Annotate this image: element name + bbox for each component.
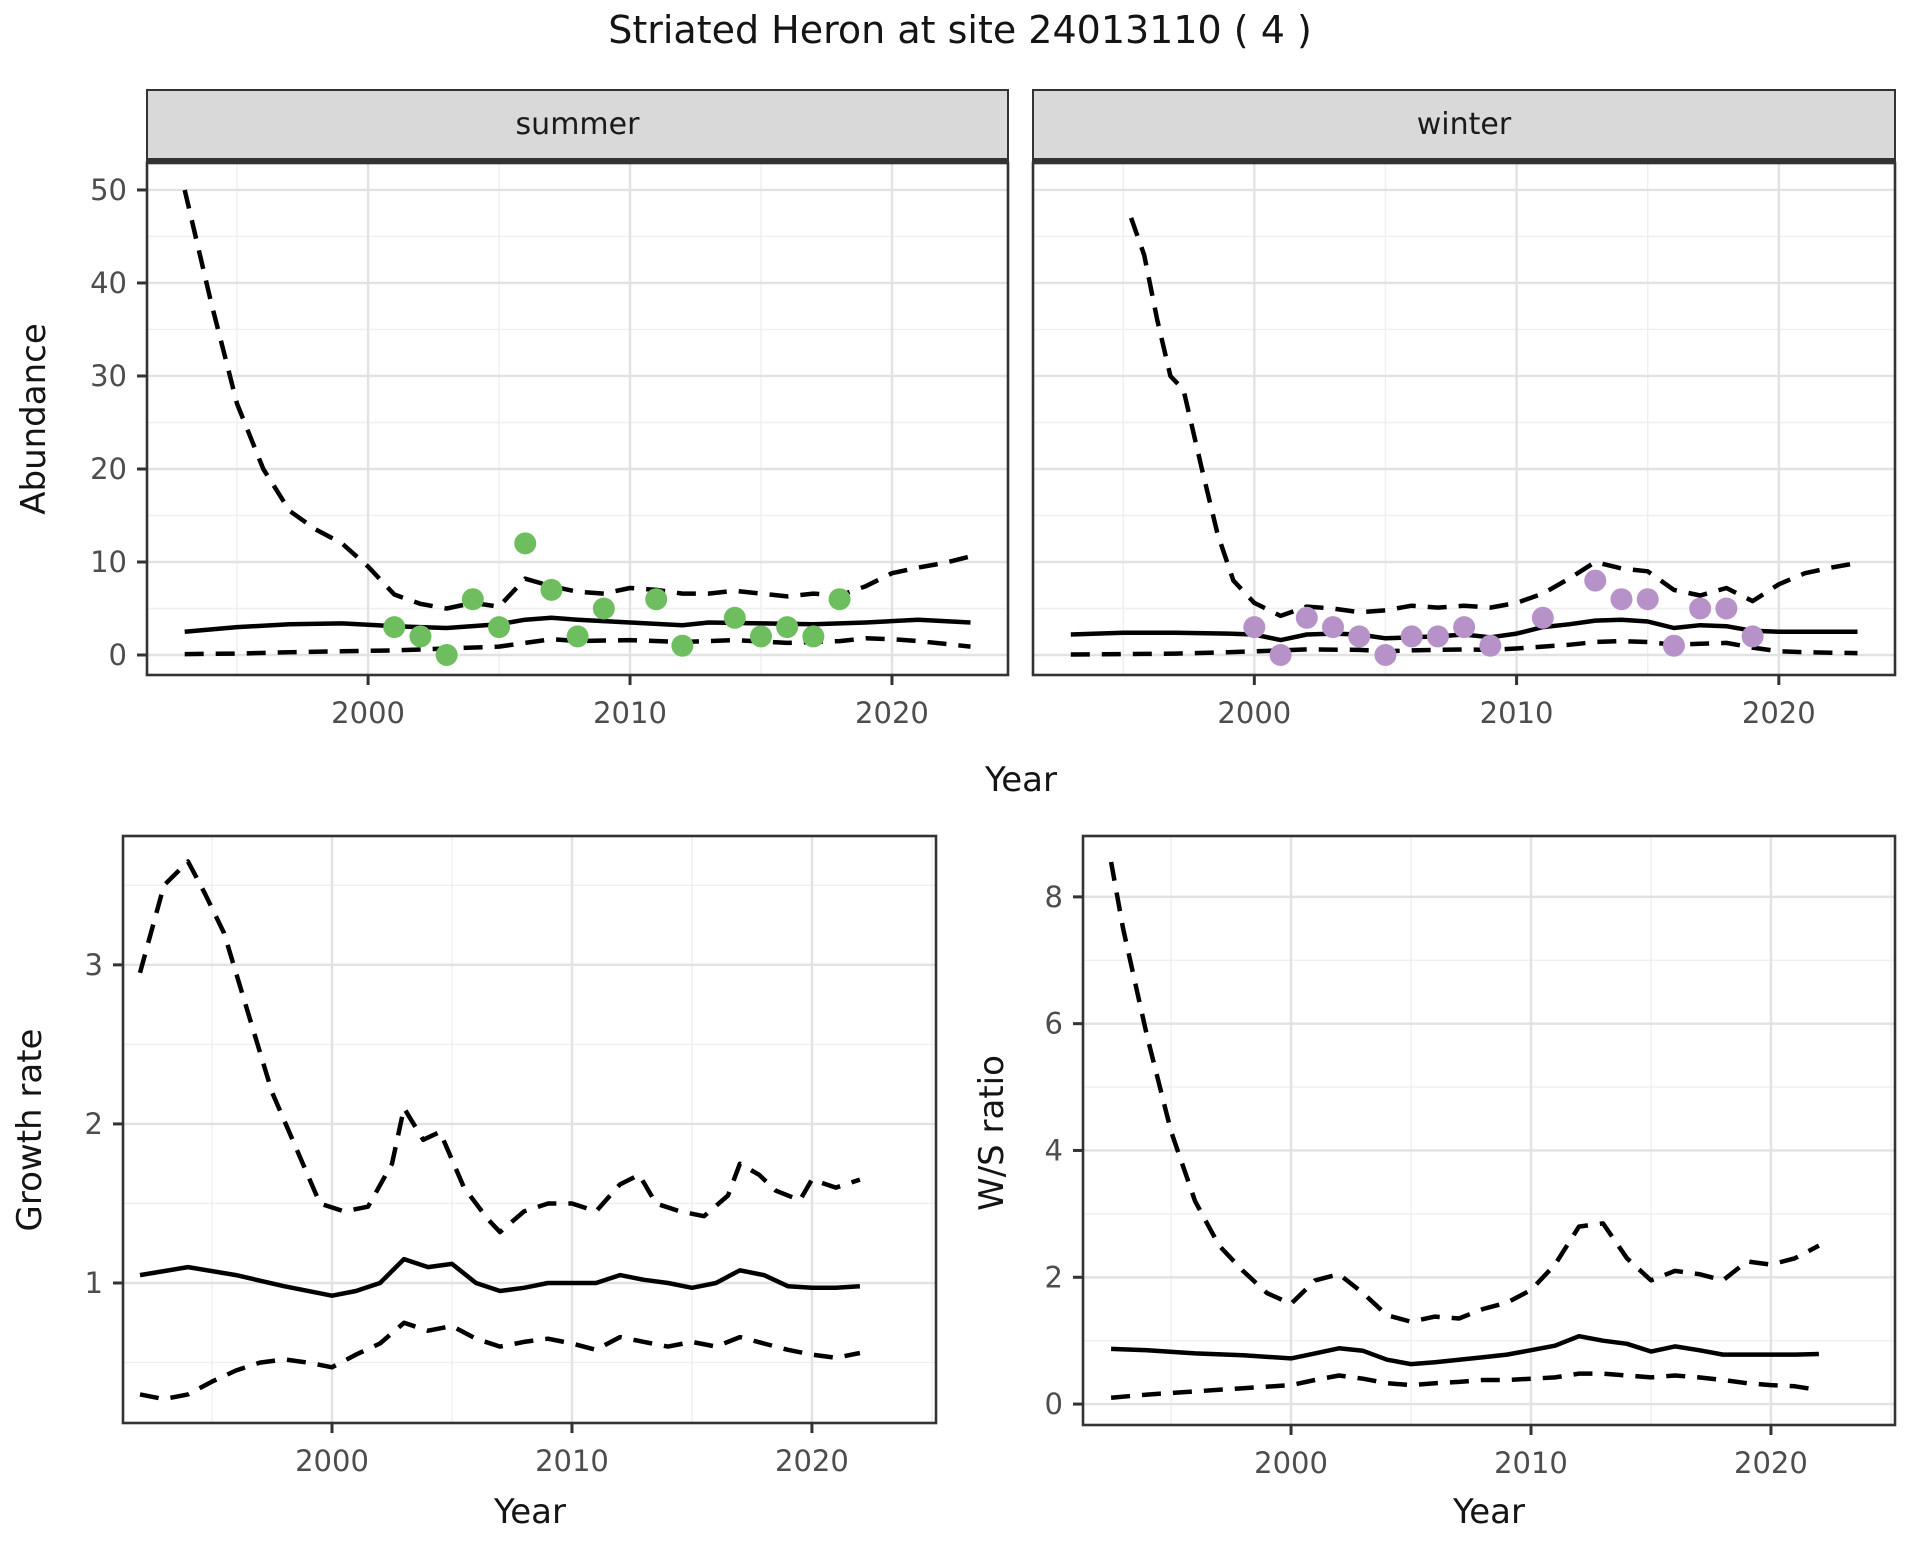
- y-tick-label: 10: [90, 545, 127, 579]
- abundance-summer-observation-point: [802, 625, 825, 648]
- x-tick-label: 2010: [1480, 696, 1554, 730]
- abundance-winter-observation-point: [1636, 588, 1659, 611]
- x-tick-label: 2000: [295, 1444, 369, 1478]
- abundance-summer-observation-point: [749, 625, 772, 648]
- abundance-summer-ci-lower-line: [184, 636, 971, 657]
- y-tick-label: 1: [85, 1266, 103, 1300]
- x-tick-label: 2000: [331, 696, 405, 730]
- abundance-winter-observation-point: [1741, 625, 1764, 648]
- x-tick-label: 2020: [1742, 696, 1816, 730]
- abundance-winter-observation-point: [1479, 634, 1502, 657]
- y-tick-label: 0: [109, 638, 127, 672]
- abundance-summer-observation-point: [435, 644, 458, 667]
- growth-rate-ci-upper-line: [137, 859, 861, 1235]
- y-tick-label: 40: [90, 266, 127, 300]
- growth-rate-axis-title: Growth rate: [10, 1028, 50, 1232]
- y-tick-label: 30: [90, 359, 127, 393]
- growth-rate-fit-line: [139, 1256, 861, 1298]
- abundance-winter-observation-point: [1453, 616, 1476, 639]
- abundance-winter-observation-point: [1531, 606, 1554, 629]
- year-axis-title-top: Year: [985, 760, 1057, 800]
- y-tick-label: 0: [1045, 1387, 1063, 1421]
- abundance-summer-observation-point: [540, 578, 563, 601]
- x-tick-label: 2020: [1734, 1446, 1808, 1480]
- abundance-winter-observation-point: [1689, 597, 1712, 620]
- growth-rate-panel-border: [121, 834, 938, 1425]
- abundance-winter-panel-border: [1031, 161, 1897, 677]
- ws-ratio-panel-background: [1083, 836, 1895, 1425]
- abundance-summer-observation-point: [776, 616, 799, 639]
- abundance-winter-observation-point: [1348, 625, 1371, 648]
- abundance-summer-fit-line: [184, 615, 971, 635]
- abundance-summer-observation-point: [592, 597, 615, 620]
- y-tick-label: 3: [85, 948, 103, 982]
- y-tick-label: 2: [85, 1107, 103, 1141]
- facet-strip-winter: winter: [1032, 89, 1896, 163]
- x-tick-label: 2020: [775, 1444, 849, 1478]
- year-axis-title-growth: Year: [494, 1492, 566, 1532]
- x-tick-label: 2010: [535, 1444, 609, 1478]
- x-tick-label: 2010: [593, 696, 667, 730]
- x-tick-label: 2000: [1254, 1446, 1328, 1480]
- abundance-summer-observation-point: [566, 625, 589, 648]
- abundance-summer-observation-point: [488, 616, 511, 639]
- x-tick-label: 2020: [855, 696, 929, 730]
- x-tick-label: 2010: [1494, 1446, 1568, 1480]
- abundance-summer-observation-point: [723, 606, 746, 629]
- y-tick-label: 50: [90, 173, 127, 207]
- ws-ratio-fit-line: [1111, 1333, 1819, 1367]
- abundance-winter-observation-point: [1295, 606, 1318, 629]
- growth-rate-ci-lower-line: [139, 1320, 861, 1402]
- abundance-summer-panel-background: [147, 163, 1008, 675]
- abundance-summer-observation-point: [383, 616, 406, 639]
- abundance-summer-panel-border: [145, 161, 1010, 677]
- abundance-summer-observation-point: [828, 588, 851, 611]
- abundance-winter-observation-point: [1426, 625, 1449, 648]
- abundance-winter-observation-point: [1715, 597, 1738, 620]
- y-tick-label: 2: [1045, 1260, 1063, 1294]
- abundance-winter-observation-point: [1610, 588, 1633, 611]
- growth-rate-panel-background: [123, 836, 936, 1423]
- abundance-summer-observation-point: [645, 588, 668, 611]
- abundance-winter-observation-point: [1400, 625, 1423, 648]
- abundance-winter-observation-point: [1269, 644, 1292, 667]
- y-tick-label: 20: [90, 452, 127, 486]
- facet-strip-summer-label: summer: [515, 107, 640, 142]
- y-tick-label: 8: [1045, 880, 1063, 914]
- abundance-summer-observation-point: [409, 625, 432, 648]
- facet-strip-winter-label: winter: [1416, 107, 1512, 142]
- abundance-winter-observation-point: [1662, 634, 1685, 657]
- abundance-summer-observation-point: [461, 588, 484, 611]
- abundance-summer-observation-point: [514, 532, 537, 555]
- ws-ratio-ci-upper-line: [1108, 861, 1820, 1324]
- abundance-winter-ci-lower-line: [1070, 638, 1858, 657]
- year-axis-title-ws: Year: [1453, 1492, 1525, 1532]
- abundance-summer-observation-point: [671, 634, 694, 657]
- page-title: Striated Heron at site 24013110 ( 4 ): [608, 8, 1312, 52]
- ws-ratio-panel-border: [1081, 834, 1897, 1427]
- abundance-winter-fit-line: [1070, 617, 1858, 643]
- y-tick-label: 4: [1045, 1133, 1063, 1167]
- abundance-winter-observation-point: [1322, 616, 1345, 639]
- ws-ratio-ci-lower-line: [1110, 1371, 1820, 1400]
- ws-ratio-axis-title: W/S ratio: [972, 1055, 1012, 1211]
- facet-strip-summer: summer: [146, 89, 1009, 163]
- abundance-winter-panel-background: [1033, 163, 1895, 675]
- abundance-winter-observation-point: [1243, 616, 1266, 639]
- abundance-winter-ci-upper-line: [1128, 217, 1858, 619]
- x-tick-label: 2000: [1217, 696, 1291, 730]
- abundance-winter-observation-point: [1584, 569, 1607, 592]
- y-tick-label: 6: [1045, 1007, 1063, 1041]
- abundance-winter-observation-point: [1374, 644, 1397, 667]
- abundance-axis-title: Abundance: [14, 323, 54, 515]
